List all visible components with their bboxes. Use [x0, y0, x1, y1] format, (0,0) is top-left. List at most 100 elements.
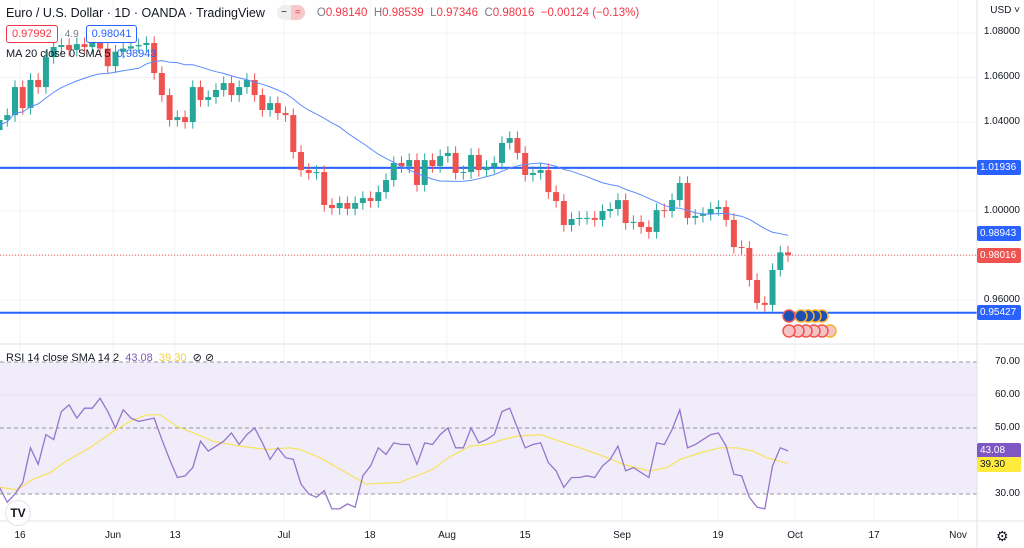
candle-body — [328, 204, 335, 209]
candle-body — [514, 138, 521, 153]
candle-body — [661, 210, 668, 212]
candle-body — [267, 103, 274, 110]
candle-body — [189, 87, 196, 122]
candle-body — [754, 279, 761, 303]
ma-legend[interactable]: MA 20 close 0 SMA 5 0.98943 — [6, 48, 157, 60]
candle-body — [166, 95, 173, 120]
candle-body — [684, 182, 691, 218]
time-label: 17 — [868, 530, 880, 541]
hide-icon[interactable]: ⊘ — [204, 352, 215, 364]
horizontal-lines — [0, 166, 977, 314]
rsi-sma-line — [0, 414, 788, 491]
time-label: Jul — [277, 530, 291, 541]
candle-body — [553, 192, 560, 201]
candle-body — [367, 198, 374, 201]
candle-body — [104, 48, 111, 67]
candle-body — [398, 162, 405, 167]
candle-body — [390, 162, 397, 181]
settings-gear-icon[interactable]: ⚙ — [996, 528, 1009, 544]
time-label: 16 — [14, 530, 26, 541]
candle-body — [135, 45, 142, 47]
candle-body — [769, 269, 776, 305]
minus-icon[interactable]: − — [280, 7, 287, 18]
candle-body — [653, 210, 660, 232]
rsi-tick: 60.00 — [994, 389, 1020, 400]
candle-body — [429, 160, 436, 167]
rsi-tick: 70.00 — [994, 356, 1020, 367]
rsi-value-tag: 43.08 — [977, 443, 1021, 458]
time-label: Aug — [438, 530, 456, 541]
candle-body — [290, 115, 297, 153]
price-tick: 1.04000 — [983, 116, 1020, 127]
candle-body — [707, 208, 714, 214]
compare-toggle[interactable]: − ≈ — [276, 5, 305, 20]
candle-body — [746, 247, 753, 280]
candle-body — [406, 160, 413, 167]
candle-body — [638, 221, 645, 228]
approx-icon[interactable]: ≈ — [290, 5, 305, 20]
buy-button[interactable]: 0.98041 — [85, 25, 138, 43]
candle-body — [506, 138, 513, 143]
candle-body — [251, 79, 258, 96]
candle-body — [81, 44, 88, 48]
candle-body — [614, 200, 621, 209]
candle-body — [545, 170, 552, 193]
candle-body — [42, 57, 49, 88]
candle-body — [444, 152, 451, 157]
candle-body — [761, 302, 768, 305]
candle-body — [12, 87, 18, 116]
candle-body — [375, 192, 382, 201]
chart-header: Euro / U.S. Dollar · 1D · OANDA · Tradin… — [6, 5, 639, 20]
tradingview-logo[interactable]: TV — [5, 500, 31, 526]
candle-body — [0, 119, 3, 131]
candle-body — [452, 152, 459, 173]
candle-body — [174, 117, 181, 120]
candle-body — [282, 113, 289, 116]
candle-body — [4, 115, 11, 120]
price-tick: 1.08000 — [983, 26, 1020, 37]
time-label: Nov — [949, 530, 967, 541]
candle-body — [498, 142, 505, 163]
candle-body — [19, 87, 26, 108]
time-label: Jun — [104, 530, 122, 541]
candle-body — [197, 87, 204, 100]
candle-body — [151, 43, 158, 74]
candle-body — [313, 172, 320, 174]
hide-icon[interactable]: ⊘ — [192, 352, 202, 364]
candle-body — [127, 46, 134, 49]
ohlc-values: O0.98140 H0.98539 L0.97346 C0.98016 −0.0… — [316, 6, 640, 19]
candle-body — [645, 227, 652, 232]
candle-body — [120, 48, 127, 52]
candle-body — [584, 217, 591, 219]
hline-price-tag: 0.95427 — [977, 305, 1021, 320]
candle-body — [599, 211, 606, 220]
candle-body — [321, 172, 328, 205]
candle-body — [298, 152, 305, 171]
time-label: Sep — [613, 530, 631, 541]
rsi-legend[interactable]: RSI 14 close SMA 14 2 43.08 39.30 ⊘ ⊘ — [6, 352, 215, 364]
candle-body — [669, 200, 676, 211]
price-tick: 1.06000 — [983, 71, 1020, 82]
hline-price-tag: 1.01936 — [977, 160, 1021, 175]
candle-body — [305, 170, 312, 173]
candle-body — [591, 217, 598, 220]
trade-buttons: 0.97992 4.9 0.98041 — [6, 25, 138, 43]
candle-body — [158, 73, 165, 96]
rsi-tick: 50.00 — [994, 422, 1020, 433]
currency-selector[interactable]: USD ˅ — [990, 5, 1020, 16]
symbol-title[interactable]: Euro / U.S. Dollar · 1D · OANDA · Tradin… — [6, 5, 265, 20]
candle-body — [182, 117, 189, 122]
candle-body — [738, 247, 745, 249]
time-label: 18 — [364, 530, 376, 541]
candle-body — [491, 162, 498, 167]
grid — [0, 0, 977, 520]
candle-body — [359, 198, 366, 203]
candle-body — [89, 41, 96, 48]
sell-button[interactable]: 0.97992 — [6, 25, 58, 43]
candle-body — [50, 47, 57, 58]
economic-events[interactable] — [782, 309, 837, 338]
rsi-sma-tag: 39.30 — [977, 457, 1021, 472]
time-label: 13 — [169, 530, 181, 541]
rsi-levels — [0, 361, 977, 495]
